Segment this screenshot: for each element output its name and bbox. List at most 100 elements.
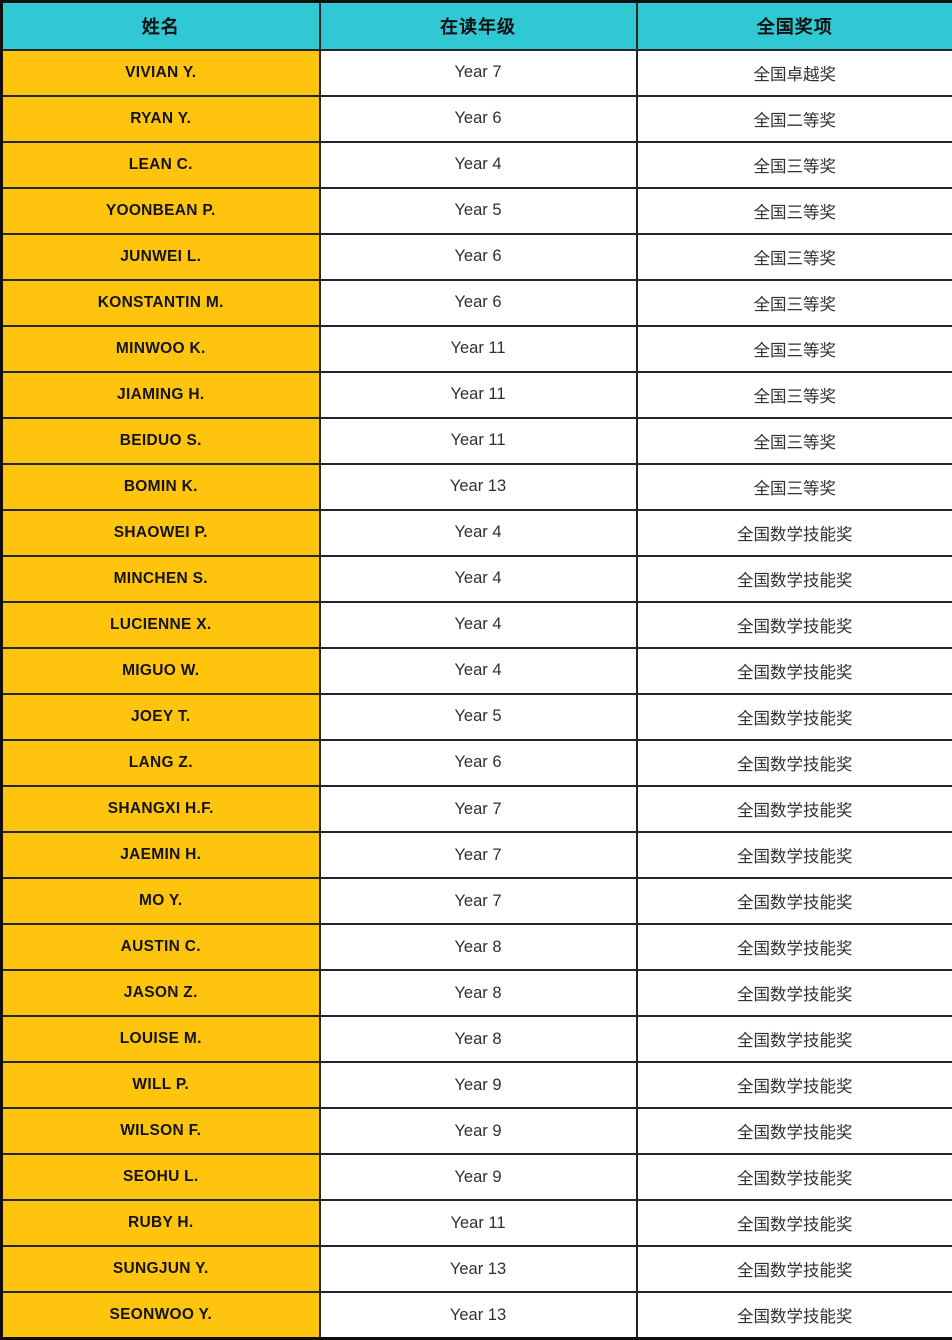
grade-cell: Year 5 <box>318 186 638 235</box>
award-cell: 全国数学技能奖 <box>635 1015 952 1064</box>
name-cell: JIAMING H. <box>0 370 321 419</box>
table-row: SUNGJUN Y. Year 13 全国数学技能奖 <box>0 1245 952 1294</box>
column-header-name: 姓名 <box>0 0 321 51</box>
grade-cell: Year 4 <box>318 554 638 603</box>
table-row: LEAN C. Year 4 全国三等奖 <box>0 140 952 189</box>
table-row: KONSTANTIN M. Year 6 全国三等奖 <box>0 278 952 327</box>
name-cell: MIGUO W. <box>0 646 321 695</box>
award-cell: 全国数学技能奖 <box>635 1291 952 1340</box>
table-row: MIGUO W. Year 4 全国数学技能奖 <box>0 646 952 695</box>
name-cell: SEOHU L. <box>0 1153 321 1202</box>
grade-cell: Year 11 <box>318 1199 638 1248</box>
name-cell: KONSTANTIN M. <box>0 278 321 327</box>
name-cell: VIVIAN Y. <box>0 48 321 97</box>
table-row: YOONBEAN P. Year 5 全国三等奖 <box>0 186 952 235</box>
grade-cell: Year 13 <box>318 462 638 511</box>
table-row: SHAOWEI P. Year 4 全国数学技能奖 <box>0 508 952 557</box>
grade-cell: Year 9 <box>318 1061 638 1110</box>
name-cell: RYAN Y. <box>0 94 321 143</box>
table-row: MO Y. Year 7 全国数学技能奖 <box>0 877 952 926</box>
name-cell: YOONBEAN P. <box>0 186 321 235</box>
award-cell: 全国三等奖 <box>635 370 952 419</box>
table-row: SEOHU L. Year 9 全国数学技能奖 <box>0 1153 952 1202</box>
grade-cell: Year 4 <box>318 600 638 649</box>
grade-cell: Year 7 <box>318 831 638 880</box>
award-cell: 全国数学技能奖 <box>635 923 952 972</box>
grade-cell: Year 8 <box>318 1015 638 1064</box>
table-row: JOEY T. Year 5 全国数学技能奖 <box>0 692 952 741</box>
table-row: LOUISE M. Year 8 全国数学技能奖 <box>0 1015 952 1064</box>
award-cell: 全国三等奖 <box>635 462 952 511</box>
name-cell: MO Y. <box>0 877 321 926</box>
table-row: LANG Z. Year 6 全国数学技能奖 <box>0 738 952 788</box>
column-header-award: 全国奖项 <box>635 0 952 51</box>
name-cell: SEONWOO Y. <box>0 1291 321 1340</box>
award-cell: 全国三等奖 <box>635 140 952 189</box>
grade-cell: Year 6 <box>318 232 638 281</box>
name-cell: RUBY H. <box>0 1199 321 1248</box>
name-cell: AUSTIN C. <box>0 923 321 972</box>
name-cell: JAEMIN H. <box>0 831 321 880</box>
table-row: SEONWOO Y. Year 13 全国数学技能奖 <box>0 1291 952 1340</box>
grade-cell: Year 11 <box>318 416 638 465</box>
name-cell: LANG Z. <box>0 738 321 788</box>
grade-cell: Year 11 <box>318 370 638 419</box>
award-cell: 全国数学技能奖 <box>635 600 952 649</box>
grade-cell: Year 11 <box>318 324 638 373</box>
name-cell: LEAN C. <box>0 140 321 189</box>
name-cell: WILSON F. <box>0 1107 321 1156</box>
award-cell: 全国数学技能奖 <box>635 646 952 695</box>
grade-cell: Year 8 <box>318 923 638 972</box>
award-cell: 全国数学技能奖 <box>635 738 952 788</box>
grade-cell: Year 7 <box>318 784 638 834</box>
award-cell: 全国数学技能奖 <box>635 784 952 834</box>
grade-cell: Year 4 <box>318 508 638 557</box>
table-row: AUSTIN C. Year 8 全国数学技能奖 <box>0 923 952 972</box>
name-cell: SUNGJUN Y. <box>0 1245 321 1294</box>
name-cell: MINCHEN S. <box>0 554 321 603</box>
table-row: RYAN Y. Year 6 全国二等奖 <box>0 94 952 143</box>
grade-cell: Year 8 <box>318 969 638 1018</box>
table-row: WILSON F. Year 9 全国数学技能奖 <box>0 1107 952 1156</box>
award-cell: 全国数学技能奖 <box>635 1199 952 1248</box>
name-cell: JASON Z. <box>0 969 321 1018</box>
name-cell: BOMIN K. <box>0 462 321 511</box>
table-row: SHANGXI H.F. Year 7 全国数学技能奖 <box>0 784 952 834</box>
name-cell: SHANGXI H.F. <box>0 784 321 834</box>
table-body: VIVIAN Y. Year 7 全国卓越奖 RYAN Y. Year 6 全国… <box>0 48 952 1340</box>
grade-cell: Year 13 <box>318 1245 638 1294</box>
award-cell: 全国三等奖 <box>635 232 952 281</box>
grade-cell: Year 9 <box>318 1153 638 1202</box>
award-cell: 全国数学技能奖 <box>635 969 952 1018</box>
table-row: VIVIAN Y. Year 7 全国卓越奖 <box>0 48 952 97</box>
award-cell: 全国数学技能奖 <box>635 1107 952 1156</box>
table-row: WILL P. Year 9 全国数学技能奖 <box>0 1061 952 1110</box>
grade-cell: Year 6 <box>318 278 638 327</box>
grade-cell: Year 4 <box>318 646 638 695</box>
table-row: JAEMIN H. Year 7 全国数学技能奖 <box>0 831 952 880</box>
table-row: JUNWEI L. Year 6 全国三等奖 <box>0 232 952 281</box>
column-header-grade: 在读年级 <box>318 0 638 51</box>
grade-cell: Year 5 <box>318 692 638 741</box>
award-cell: 全国二等奖 <box>635 94 952 143</box>
award-cell: 全国三等奖 <box>635 278 952 327</box>
grade-cell: Year 7 <box>318 48 638 97</box>
award-cell: 全国数学技能奖 <box>635 877 952 926</box>
award-cell: 全国三等奖 <box>635 416 952 465</box>
award-cell: 全国数学技能奖 <box>635 554 952 603</box>
grade-cell: Year 6 <box>318 94 638 143</box>
table-row: MINWOO K. Year 11 全国三等奖 <box>0 324 952 373</box>
grade-cell: Year 6 <box>318 738 638 788</box>
award-cell: 全国数学技能奖 <box>635 1061 952 1110</box>
grade-cell: Year 4 <box>318 140 638 189</box>
grade-cell: Year 13 <box>318 1291 638 1340</box>
grade-cell: Year 9 <box>318 1107 638 1156</box>
name-cell: JOEY T. <box>0 692 321 741</box>
name-cell: LUCIENNE X. <box>0 600 321 649</box>
name-cell: WILL P. <box>0 1061 321 1110</box>
name-cell: MINWOO K. <box>0 324 321 373</box>
table-row: JIAMING H. Year 11 全国三等奖 <box>0 370 952 419</box>
award-cell: 全国卓越奖 <box>635 48 952 97</box>
name-cell: JUNWEI L. <box>0 232 321 281</box>
